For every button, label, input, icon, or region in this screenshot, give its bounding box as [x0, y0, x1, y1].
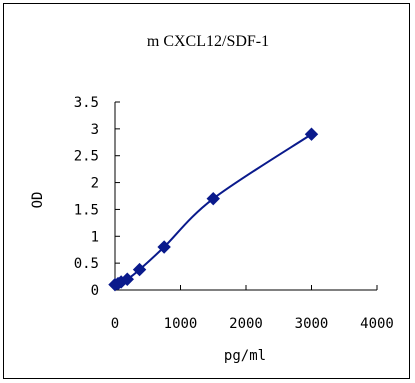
y-axis-label: OD [30, 192, 46, 209]
y-tick-label: 1.5 [74, 202, 99, 218]
x-axis-label: pg/ml [224, 348, 266, 364]
data-point [132, 262, 147, 277]
y-tick-label: 0 [91, 283, 99, 299]
y-tick-label: 2 [91, 176, 99, 192]
plot-area: 0 0.5 1 1.5 2 2.5 3 3.5 0 1000 2000 3000 4000 [74, 95, 394, 332]
x-tick-label: 3000 [295, 316, 329, 332]
x-tick-label: 4000 [360, 316, 394, 332]
x-tick-label: 1000 [164, 316, 198, 332]
data-point [304, 127, 319, 141]
chart-title: m CXCL12/SDF-1 [147, 33, 269, 50]
data-point [120, 272, 134, 286]
y-tick-label: 1 [91, 229, 99, 245]
data-point [157, 240, 171, 254]
y-tick-label: 0.5 [74, 256, 99, 272]
x-tick-label: 2000 [229, 316, 263, 332]
y-tick-label: 3 [91, 122, 99, 138]
y-tick-label: 2.5 [74, 149, 99, 165]
data-point [206, 191, 220, 206]
x-tick-label: 0 [111, 316, 119, 332]
series-line [114, 133, 313, 286]
y-tick-label: 3.5 [74, 95, 99, 111]
chart-frame [3, 3, 410, 379]
